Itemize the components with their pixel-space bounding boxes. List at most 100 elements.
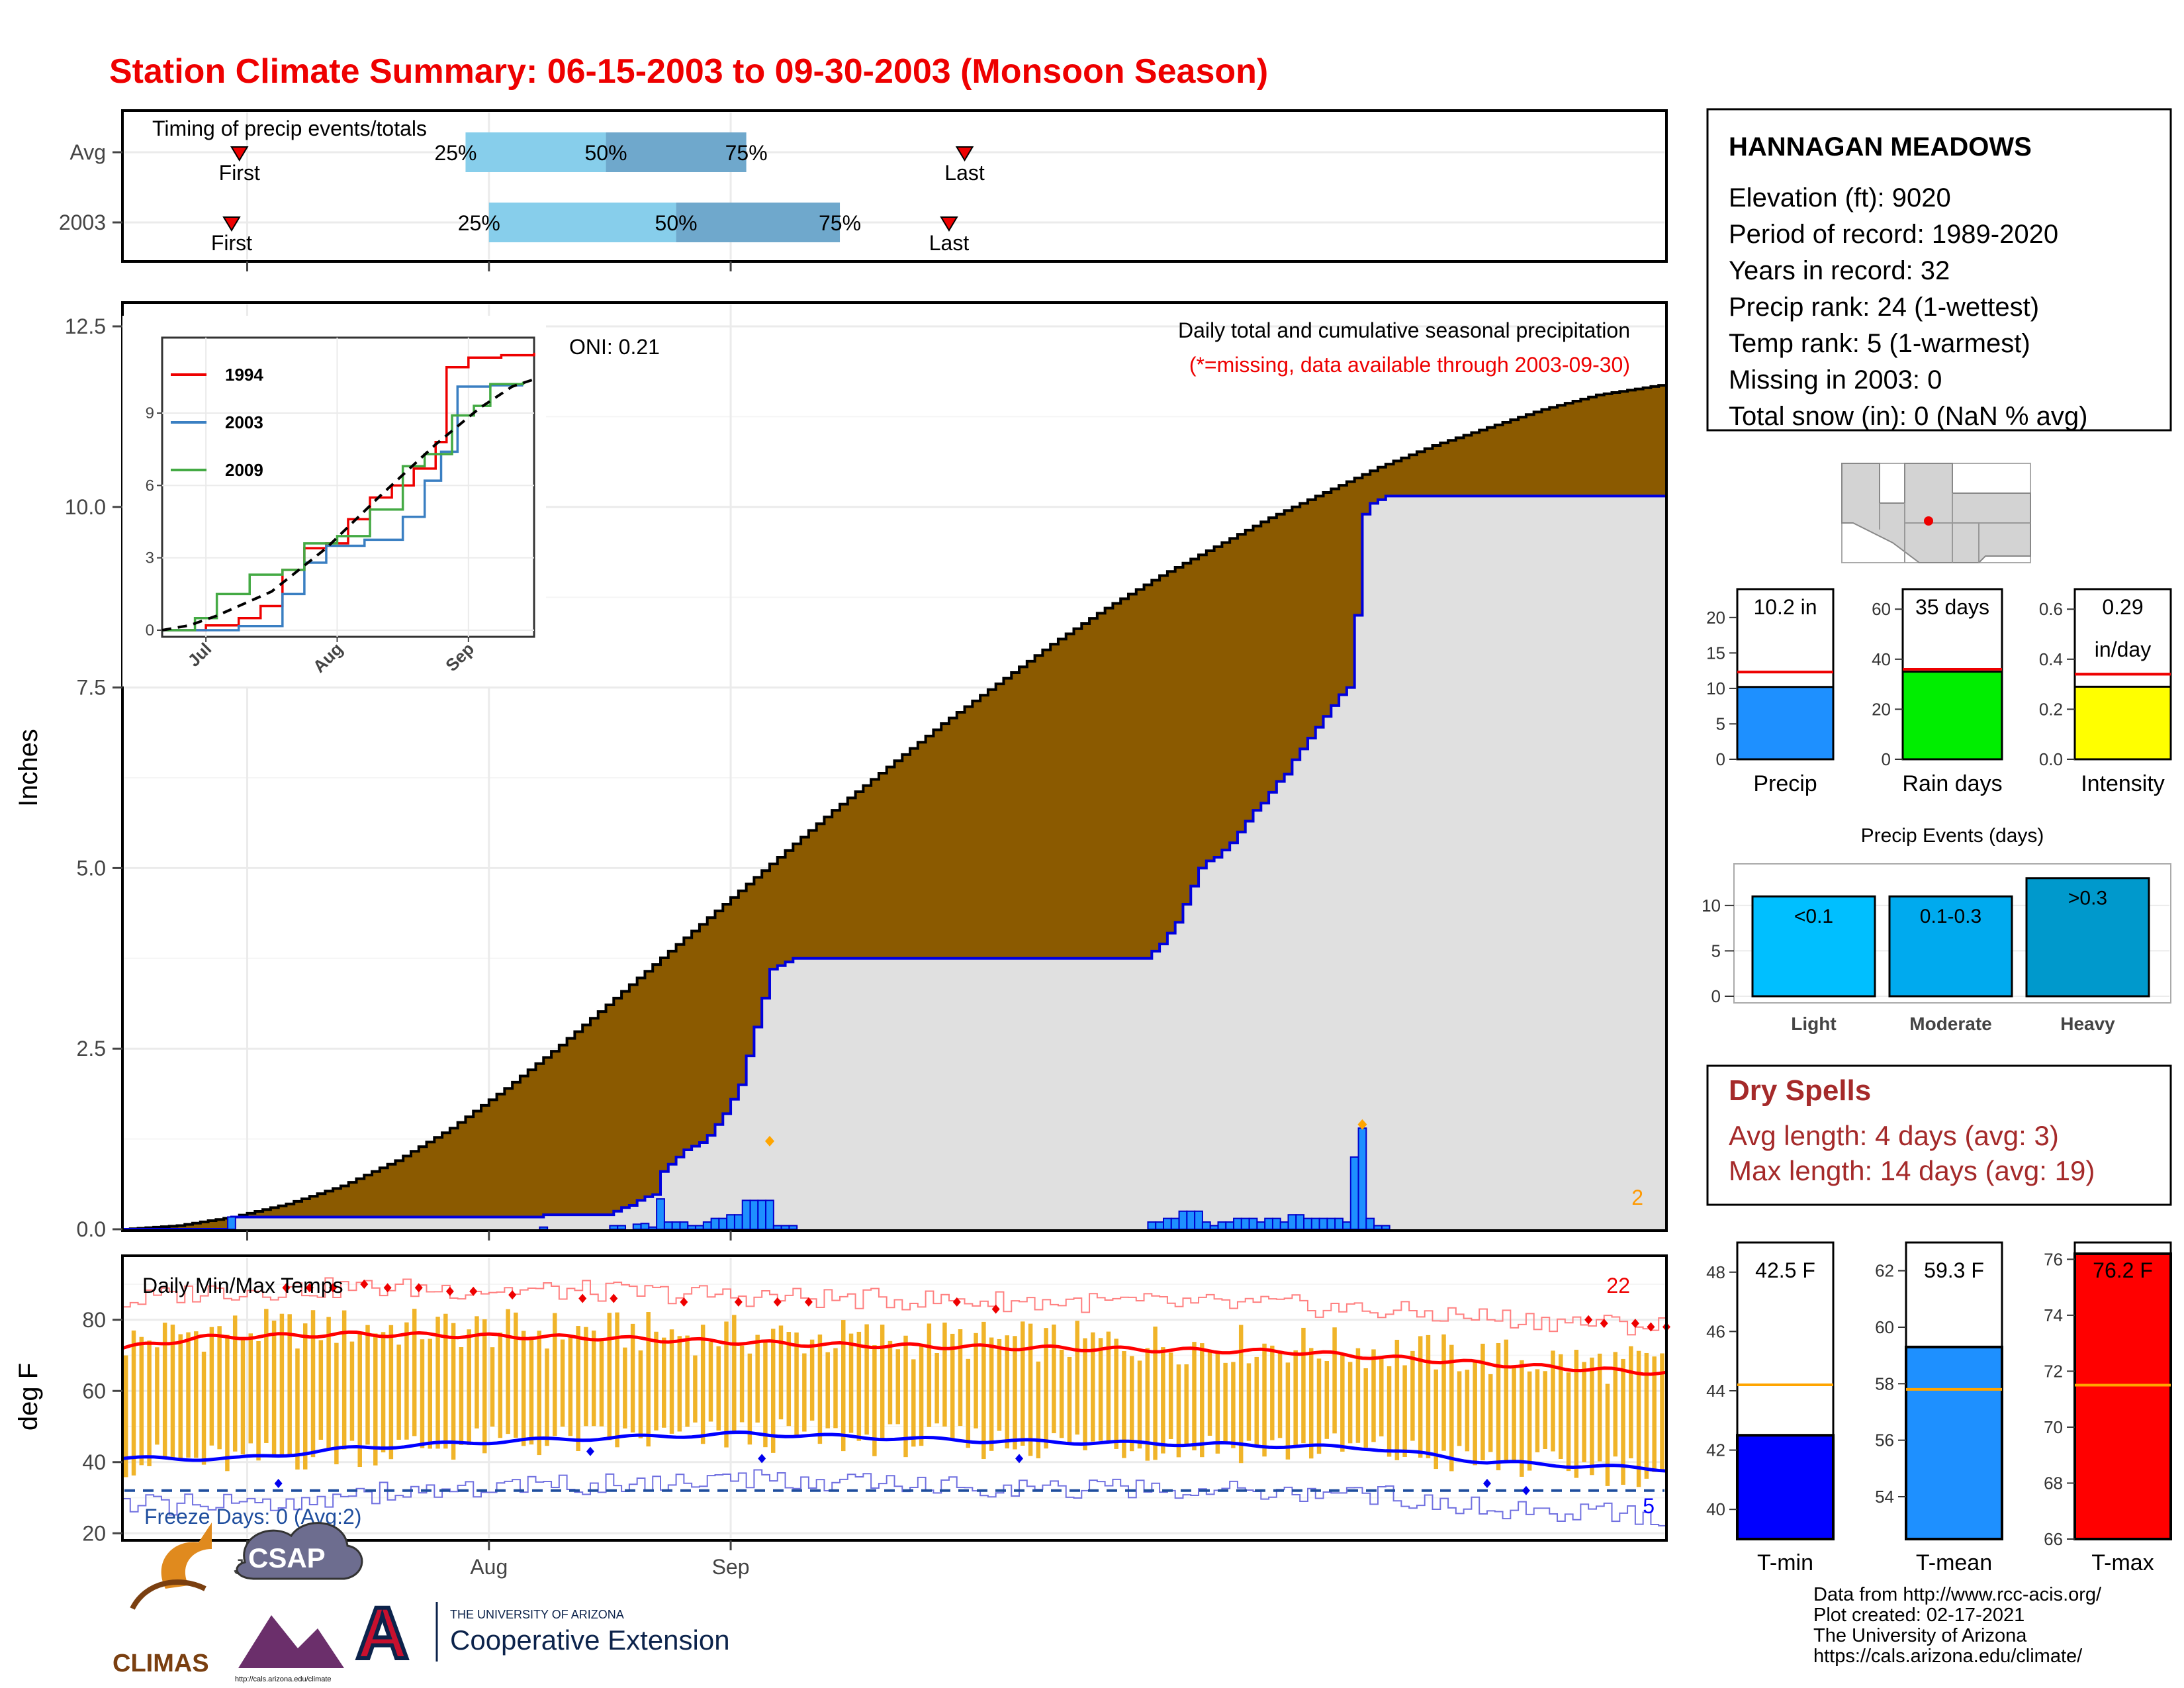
daily-precip-bar <box>1303 1217 1312 1230</box>
climas-logo-text: CLIMAS <box>113 1650 209 1677</box>
temp-bar-label: T-max <box>2091 1550 2154 1575</box>
daily-temp-bar <box>303 1323 308 1470</box>
daily-precip-bar <box>757 1199 767 1231</box>
daily-precip-bar <box>1271 1217 1281 1230</box>
record-high-marker <box>610 1293 618 1303</box>
temp-bar-value <box>1736 1434 1835 1540</box>
temp-bar-label: T-min <box>1757 1550 1813 1575</box>
daily-temp-bar <box>942 1322 947 1427</box>
daily-temp-bar <box>1574 1350 1579 1478</box>
daily-precip-bar <box>687 1225 697 1230</box>
precip-y-tick-label: 0.0 <box>77 1217 106 1241</box>
precip-y-tick-label: 5.0 <box>77 856 106 880</box>
mini-bar-value <box>1901 671 2003 761</box>
daily-temp-bar <box>365 1325 370 1445</box>
daily-precip-bar <box>733 1214 743 1231</box>
mini-bar-tick-label: 5 <box>1716 714 1725 733</box>
timing-q50-q75-bar <box>676 203 841 242</box>
corner-count: 2 <box>1631 1186 1643 1209</box>
daily-temp-bar <box>1036 1361 1041 1459</box>
daily-precip-bar <box>632 1223 642 1230</box>
daily-temp-bar <box>1067 1356 1072 1443</box>
daily-temp-bar <box>1449 1344 1454 1472</box>
record-high-line <box>122 1277 1667 1336</box>
precip-panel-frame <box>121 301 1668 1232</box>
daily-temp-bar <box>1480 1343 1485 1461</box>
mini-bar-rain-days: 35 days 0 20 40 60 Rain days <box>1872 588 2003 796</box>
inset-legend-label: 2003 <box>225 412 263 432</box>
daily-precip-bar <box>1201 1221 1211 1231</box>
record-high-marker <box>734 1297 743 1307</box>
daily-temp-bar <box>482 1319 487 1454</box>
temp-bar-tick-label: 58 <box>1875 1374 1894 1393</box>
daily-precip-bar <box>679 1221 689 1231</box>
record-high-marker <box>952 1297 961 1307</box>
timing-q25-label: 25% <box>458 211 500 235</box>
mini-bar-label: Intensity <box>2081 771 2165 796</box>
daily-temp-bar <box>1371 1349 1376 1442</box>
daily-temp-bar <box>310 1310 316 1458</box>
daily-temp-bar <box>630 1323 635 1433</box>
mini-bar-tick-label: 20 <box>1872 699 1891 719</box>
daily-temp-bar <box>599 1340 604 1427</box>
daily-temp-bar <box>147 1340 152 1466</box>
daily-temp-bar <box>755 1335 760 1423</box>
daily-temp-bar <box>1153 1327 1158 1460</box>
record-high-marker <box>414 1283 423 1293</box>
station-info-line: Temp rank: 5 (1-warmest) <box>1729 329 2030 358</box>
daily-precip-bar <box>1326 1217 1336 1230</box>
daily-precip-bar <box>227 1216 236 1230</box>
daily-precip-bar <box>1178 1210 1188 1230</box>
daily-temp-bar <box>1122 1351 1126 1458</box>
precip-ylabel: Inches <box>14 729 43 807</box>
events-bar-text: <0.1 <box>1794 906 1833 927</box>
daily-temp-bar <box>802 1353 807 1432</box>
footer-line: The University of Arizona <box>1813 1625 2027 1646</box>
footer-line: https://cals.arizona.edu/climate/ <box>1813 1646 2083 1667</box>
events-y-tick-label: 5 <box>1711 941 1721 961</box>
daily-precip-bar <box>741 1199 751 1231</box>
daily-temp-bar <box>1137 1360 1142 1449</box>
daily-precip-bar <box>695 1225 704 1230</box>
daily-temp-bar <box>1254 1356 1259 1445</box>
daily-temp-bar <box>615 1312 619 1448</box>
daily-temp-bar <box>1652 1356 1657 1472</box>
footer-text: Data from http://www.rcc-acis.org/Plot c… <box>1813 1584 2102 1667</box>
record-low-marker <box>1482 1479 1491 1488</box>
events-content: 0 5 10 <0.1 Light 0.1-0.3 Moderate >0.3 Heavy <box>1702 877 2169 1034</box>
footer-line: Data from http://www.rcc-acis.org/ <box>1813 1584 2102 1605</box>
record-high-marker <box>508 1290 517 1300</box>
climas-logo: CLIMAS <box>113 1523 212 1677</box>
events-bar-label: Light <box>1791 1013 1836 1034</box>
inset-series-2009 <box>162 381 525 632</box>
daily-temp-bar <box>1277 1352 1283 1438</box>
timing-last-marker <box>940 216 958 232</box>
daily-temp-bar <box>1551 1350 1555 1452</box>
daily-temp-bar <box>1418 1336 1423 1458</box>
daily-temp-bar <box>1582 1362 1586 1462</box>
daily-precip-bar <box>1225 1221 1235 1231</box>
mini-bar-value-text: 10.2 in <box>1753 595 1817 619</box>
station-info-line: Period of record: 1989-2020 <box>1729 220 2058 249</box>
daily-temp-bar <box>1028 1323 1033 1456</box>
daily-temp-bar <box>1504 1339 1509 1462</box>
daily-temp-bar <box>833 1348 838 1429</box>
events-title: Precip Events (days) <box>1861 825 2044 847</box>
daily-precip-bar <box>1256 1221 1266 1231</box>
inset-series-2003 <box>162 384 523 632</box>
daily-temp-bar <box>1660 1353 1664 1470</box>
daily-temp-bar <box>974 1333 978 1429</box>
daily-precip-bars <box>227 1119 1390 1231</box>
summary-mini-bars: 10.2 in 0 5 10 15 20 Precip 35 days 0 20 40 60 Rain … <box>1706 588 2172 796</box>
precip-y-tick-label: 10.0 <box>65 495 106 519</box>
inset-lines <box>161 352 535 632</box>
mini-bar-precip: 10.2 in 0 5 10 15 20 Precip <box>1706 588 1835 796</box>
daily-temp-bar <box>1200 1343 1205 1458</box>
daily-precip-bar <box>1248 1217 1258 1230</box>
daily-temp-bar <box>623 1347 627 1429</box>
daily-temp-bar <box>958 1329 963 1427</box>
daily-temp-bar <box>1021 1321 1025 1446</box>
daily-temp-bar <box>887 1340 893 1425</box>
events-bar-label: Moderate <box>1909 1013 1991 1034</box>
daily-temp-bar <box>739 1345 745 1423</box>
